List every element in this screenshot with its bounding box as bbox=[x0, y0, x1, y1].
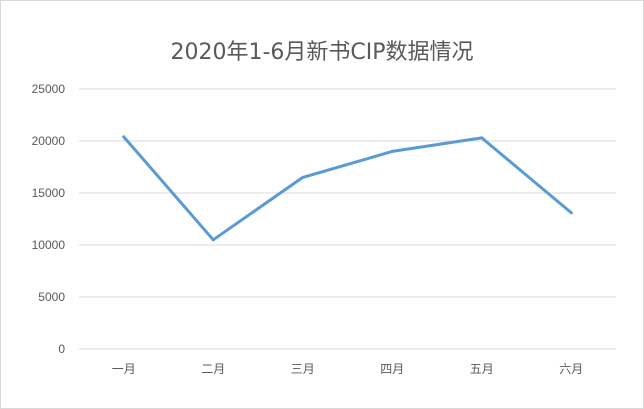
data-point bbox=[122, 135, 126, 139]
data-point bbox=[390, 149, 394, 153]
x-category-label: 二月 bbox=[201, 362, 225, 376]
x-axis-category-labels: 一月 二月 三月 四月 五月 六月 bbox=[112, 362, 584, 376]
x-category-label: 一月 bbox=[112, 362, 136, 376]
data-point bbox=[211, 238, 215, 242]
data-point bbox=[480, 136, 484, 140]
gridlines bbox=[79, 88, 616, 350]
series-line-0 bbox=[122, 135, 573, 242]
chart-title: 2020年1-6月新书CIP数据情况 bbox=[170, 40, 473, 65]
x-category-label: 五月 bbox=[470, 362, 494, 376]
series-layer bbox=[122, 135, 573, 242]
y-axis-tick-labels: 0 5000 10000 15000 20000 25000 bbox=[32, 82, 66, 356]
data-point bbox=[569, 211, 573, 215]
y-tick-label: 0 bbox=[58, 342, 65, 356]
x-category-label: 四月 bbox=[380, 362, 404, 376]
x-category-label: 三月 bbox=[291, 362, 315, 376]
y-tick-label: 10000 bbox=[32, 238, 66, 252]
y-tick-label: 5000 bbox=[38, 290, 65, 304]
y-tick-label: 20000 bbox=[32, 134, 66, 148]
y-tick-label: 15000 bbox=[32, 186, 66, 200]
data-point bbox=[301, 175, 305, 179]
y-tick-label: 25000 bbox=[32, 82, 66, 96]
x-category-label: 六月 bbox=[559, 362, 583, 376]
